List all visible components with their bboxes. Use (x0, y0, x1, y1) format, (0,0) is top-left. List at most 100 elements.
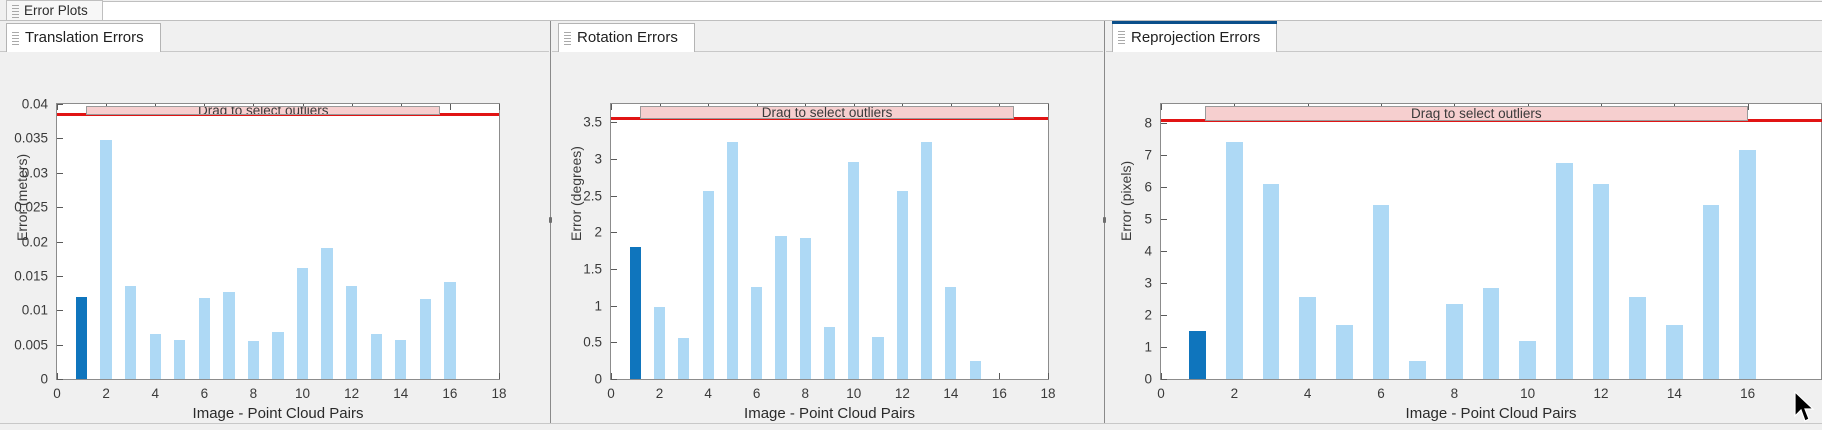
bar[interactable] (1262, 183, 1280, 379)
bar[interactable] (100, 140, 112, 379)
x-axis-tick (1048, 373, 1049, 379)
bar[interactable] (702, 191, 714, 379)
bar[interactable] (419, 298, 431, 379)
pane-splitter-1[interactable] (549, 21, 552, 430)
bar[interactable] (223, 292, 235, 379)
y-axis-tick-label: 1 (1144, 339, 1152, 355)
tab-translation-errors[interactable]: Translation Errors (6, 23, 161, 52)
bar[interactable] (395, 339, 407, 379)
y-axis-tick-label: 2.5 (583, 188, 602, 204)
bar[interactable] (1409, 361, 1427, 379)
bar[interactable] (321, 248, 333, 379)
bar[interactable] (1225, 142, 1243, 379)
y-axis-tick-label: 0.04 (21, 96, 48, 112)
bar[interactable] (125, 286, 137, 379)
bar[interactable] (149, 333, 161, 379)
tab-reprojection-errors[interactable]: Reprojection Errors (1112, 21, 1278, 52)
x-axis-tick-top (499, 104, 500, 110)
bar[interactable] (1445, 303, 1463, 379)
pane-splitter-2[interactable] (1103, 21, 1106, 430)
bar[interactable] (969, 360, 981, 379)
bar[interactable] (1702, 204, 1720, 379)
bar[interactable] (653, 307, 666, 379)
x-axis-tick-label: 0 (1157, 386, 1165, 401)
y-axis-tick (1161, 251, 1167, 253)
document-tab-error-plots[interactable]: Error Plots (6, 0, 103, 21)
tabstrip-divider (1106, 51, 1822, 52)
bar[interactable] (629, 247, 641, 379)
bar[interactable] (945, 287, 957, 379)
plot-area[interactable]: 0 0.5 1 1.5 2 2.5 3 3.5 0 2 4 6 8 10 12 14 16 18 Drag to s… (583, 104, 1056, 401)
bar[interactable] (1335, 324, 1353, 379)
bar[interactable] (1629, 297, 1647, 379)
bar[interactable] (848, 161, 860, 379)
y-axis-tick-label: 0.025 (14, 199, 48, 215)
splitter-handle[interactable] (1103, 217, 1106, 223)
x-axis-tick-label: 18 (1040, 386, 1056, 401)
x-axis-tick (611, 373, 612, 379)
bar[interactable] (1592, 183, 1610, 379)
bar[interactable] (1189, 331, 1207, 379)
bar[interactable] (678, 337, 690, 379)
axes-rotation-errors: 0 0.5 1 1.5 2 2.5 3 3.5 0 2 4 6 8 10 12 14 16 18 Drag to s… (583, 103, 1056, 422)
x-axis-tick-top (1747, 104, 1749, 110)
bar[interactable] (726, 142, 738, 379)
bar[interactable] (1299, 296, 1317, 379)
bar[interactable] (799, 238, 811, 379)
bar[interactable] (921, 142, 933, 379)
y-axis-tick (1161, 123, 1167, 125)
bar[interactable] (1555, 163, 1573, 379)
y-axis-tick (57, 207, 63, 209)
tab-rotation-errors[interactable]: Rotation Errors (558, 23, 695, 52)
bar[interactable] (751, 287, 763, 379)
plot-area[interactable]: 0 0.005 0.01 0.015 0.02 0.025 0.03 0.035 0.04 0 2 4… (14, 97, 506, 402)
x-axis-tick-label: 12 (1593, 386, 1609, 401)
y-axis-tick-label: 1 (594, 298, 602, 314)
bar[interactable] (823, 326, 836, 379)
x-axis-tick-top (449, 104, 451, 110)
bar[interactable] (346, 286, 358, 379)
tab-label: Reprojection Errors (1131, 28, 1261, 46)
x-axis-tick-label: 16 (1740, 386, 1756, 401)
splitter-handle[interactable] (549, 217, 552, 223)
bar[interactable] (1519, 340, 1537, 379)
bar[interactable] (370, 333, 382, 379)
bar[interactable] (272, 332, 284, 379)
bar[interactable] (444, 282, 456, 379)
y-axis-tick-label: 1.5 (583, 261, 602, 277)
y-axis-tick-label: 3 (594, 151, 602, 167)
grip-icon (564, 31, 571, 45)
bar[interactable] (872, 337, 884, 379)
bar[interactable] (247, 340, 260, 379)
bar[interactable] (296, 268, 309, 379)
y-axis-tick-label: 6 (1144, 179, 1152, 195)
bar[interactable] (174, 339, 186, 379)
y-axis-tick-label: 0.015 (14, 268, 48, 284)
bar[interactable] (1372, 204, 1390, 379)
bar[interactable] (1482, 287, 1500, 379)
x-axis-tick-label: 18 (491, 386, 507, 401)
y-axis-tick (611, 342, 617, 344)
x-axis-tick-label: 4 (704, 386, 712, 401)
y-axis-tick-label: 0.03 (21, 165, 48, 181)
y-axis-tick (611, 195, 617, 197)
bar[interactable] (198, 297, 210, 379)
plot-area[interactable]: 0 1 2 3 4 5 6 7 8 0 2 4 6 8 10 12 14 16 Drag to select out… (1144, 104, 1822, 401)
y-axis-tick (1161, 347, 1167, 349)
bar[interactable] (75, 296, 88, 379)
bar[interactable] (1665, 324, 1683, 379)
x-axis-tick-label: 8 (801, 386, 809, 401)
x-axis-tick-label: 2 (102, 386, 110, 401)
x-axis-tick-label: 8 (249, 386, 258, 401)
bar[interactable] (1739, 150, 1757, 379)
x-axis-tick-top (1161, 104, 1162, 110)
outlier-drag-band[interactable]: Drag to select outliers (640, 106, 1014, 119)
bar[interactable] (775, 236, 787, 379)
y-axis-tick (1161, 283, 1167, 285)
x-axis-title: Image - Point Cloud Pairs (1405, 405, 1577, 422)
y-axis-tick-label: 4 (1144, 243, 1152, 259)
x-axis-tick-label: 14 (943, 386, 959, 401)
outlier-drag-band[interactable]: Drag to select outliers (1205, 106, 1748, 121)
outlier-drag-band[interactable]: Drag to select outliers (86, 106, 441, 116)
bar[interactable] (896, 191, 908, 379)
